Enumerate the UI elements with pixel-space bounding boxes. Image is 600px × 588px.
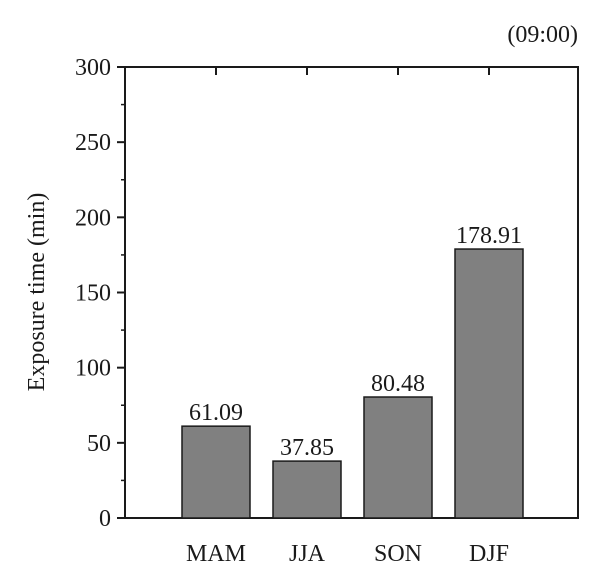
x-tick-label-mam: MAM bbox=[186, 541, 246, 567]
y-tick-label: 100 bbox=[75, 356, 111, 382]
data-label-jja: 37.85 bbox=[280, 435, 334, 461]
y-axis: 0 50 100 150 200 250 300 bbox=[75, 55, 125, 532]
x-tick-label-son: SON bbox=[374, 541, 422, 567]
y-tick-label: 200 bbox=[75, 205, 111, 231]
bar-mam bbox=[181, 425, 251, 519]
time-annotation: (09:00) bbox=[507, 22, 578, 48]
y-tick-label: 300 bbox=[75, 55, 111, 81]
bar-djf bbox=[454, 248, 524, 519]
y-tick-label: 50 bbox=[87, 431, 111, 457]
data-label-son: 80.48 bbox=[371, 371, 425, 397]
bars: 61.09 37.85 80.48 178.91 bbox=[181, 223, 524, 519]
y-axis-title: Exposure time (min) bbox=[24, 193, 50, 392]
x-tick-label-djf: DJF bbox=[469, 541, 509, 567]
data-label-djf: 178.91 bbox=[456, 223, 522, 249]
y-tick-label: 150 bbox=[75, 281, 111, 307]
data-label-mam: 61.09 bbox=[189, 400, 243, 426]
x-axis: MAM JJA SON DJF bbox=[186, 67, 509, 567]
bar-jja bbox=[272, 460, 342, 519]
y-tick-label: 250 bbox=[75, 130, 111, 156]
bar-son bbox=[363, 396, 433, 519]
x-tick-label-jja: JJA bbox=[289, 541, 326, 567]
y-tick-label: 0 bbox=[99, 506, 111, 532]
